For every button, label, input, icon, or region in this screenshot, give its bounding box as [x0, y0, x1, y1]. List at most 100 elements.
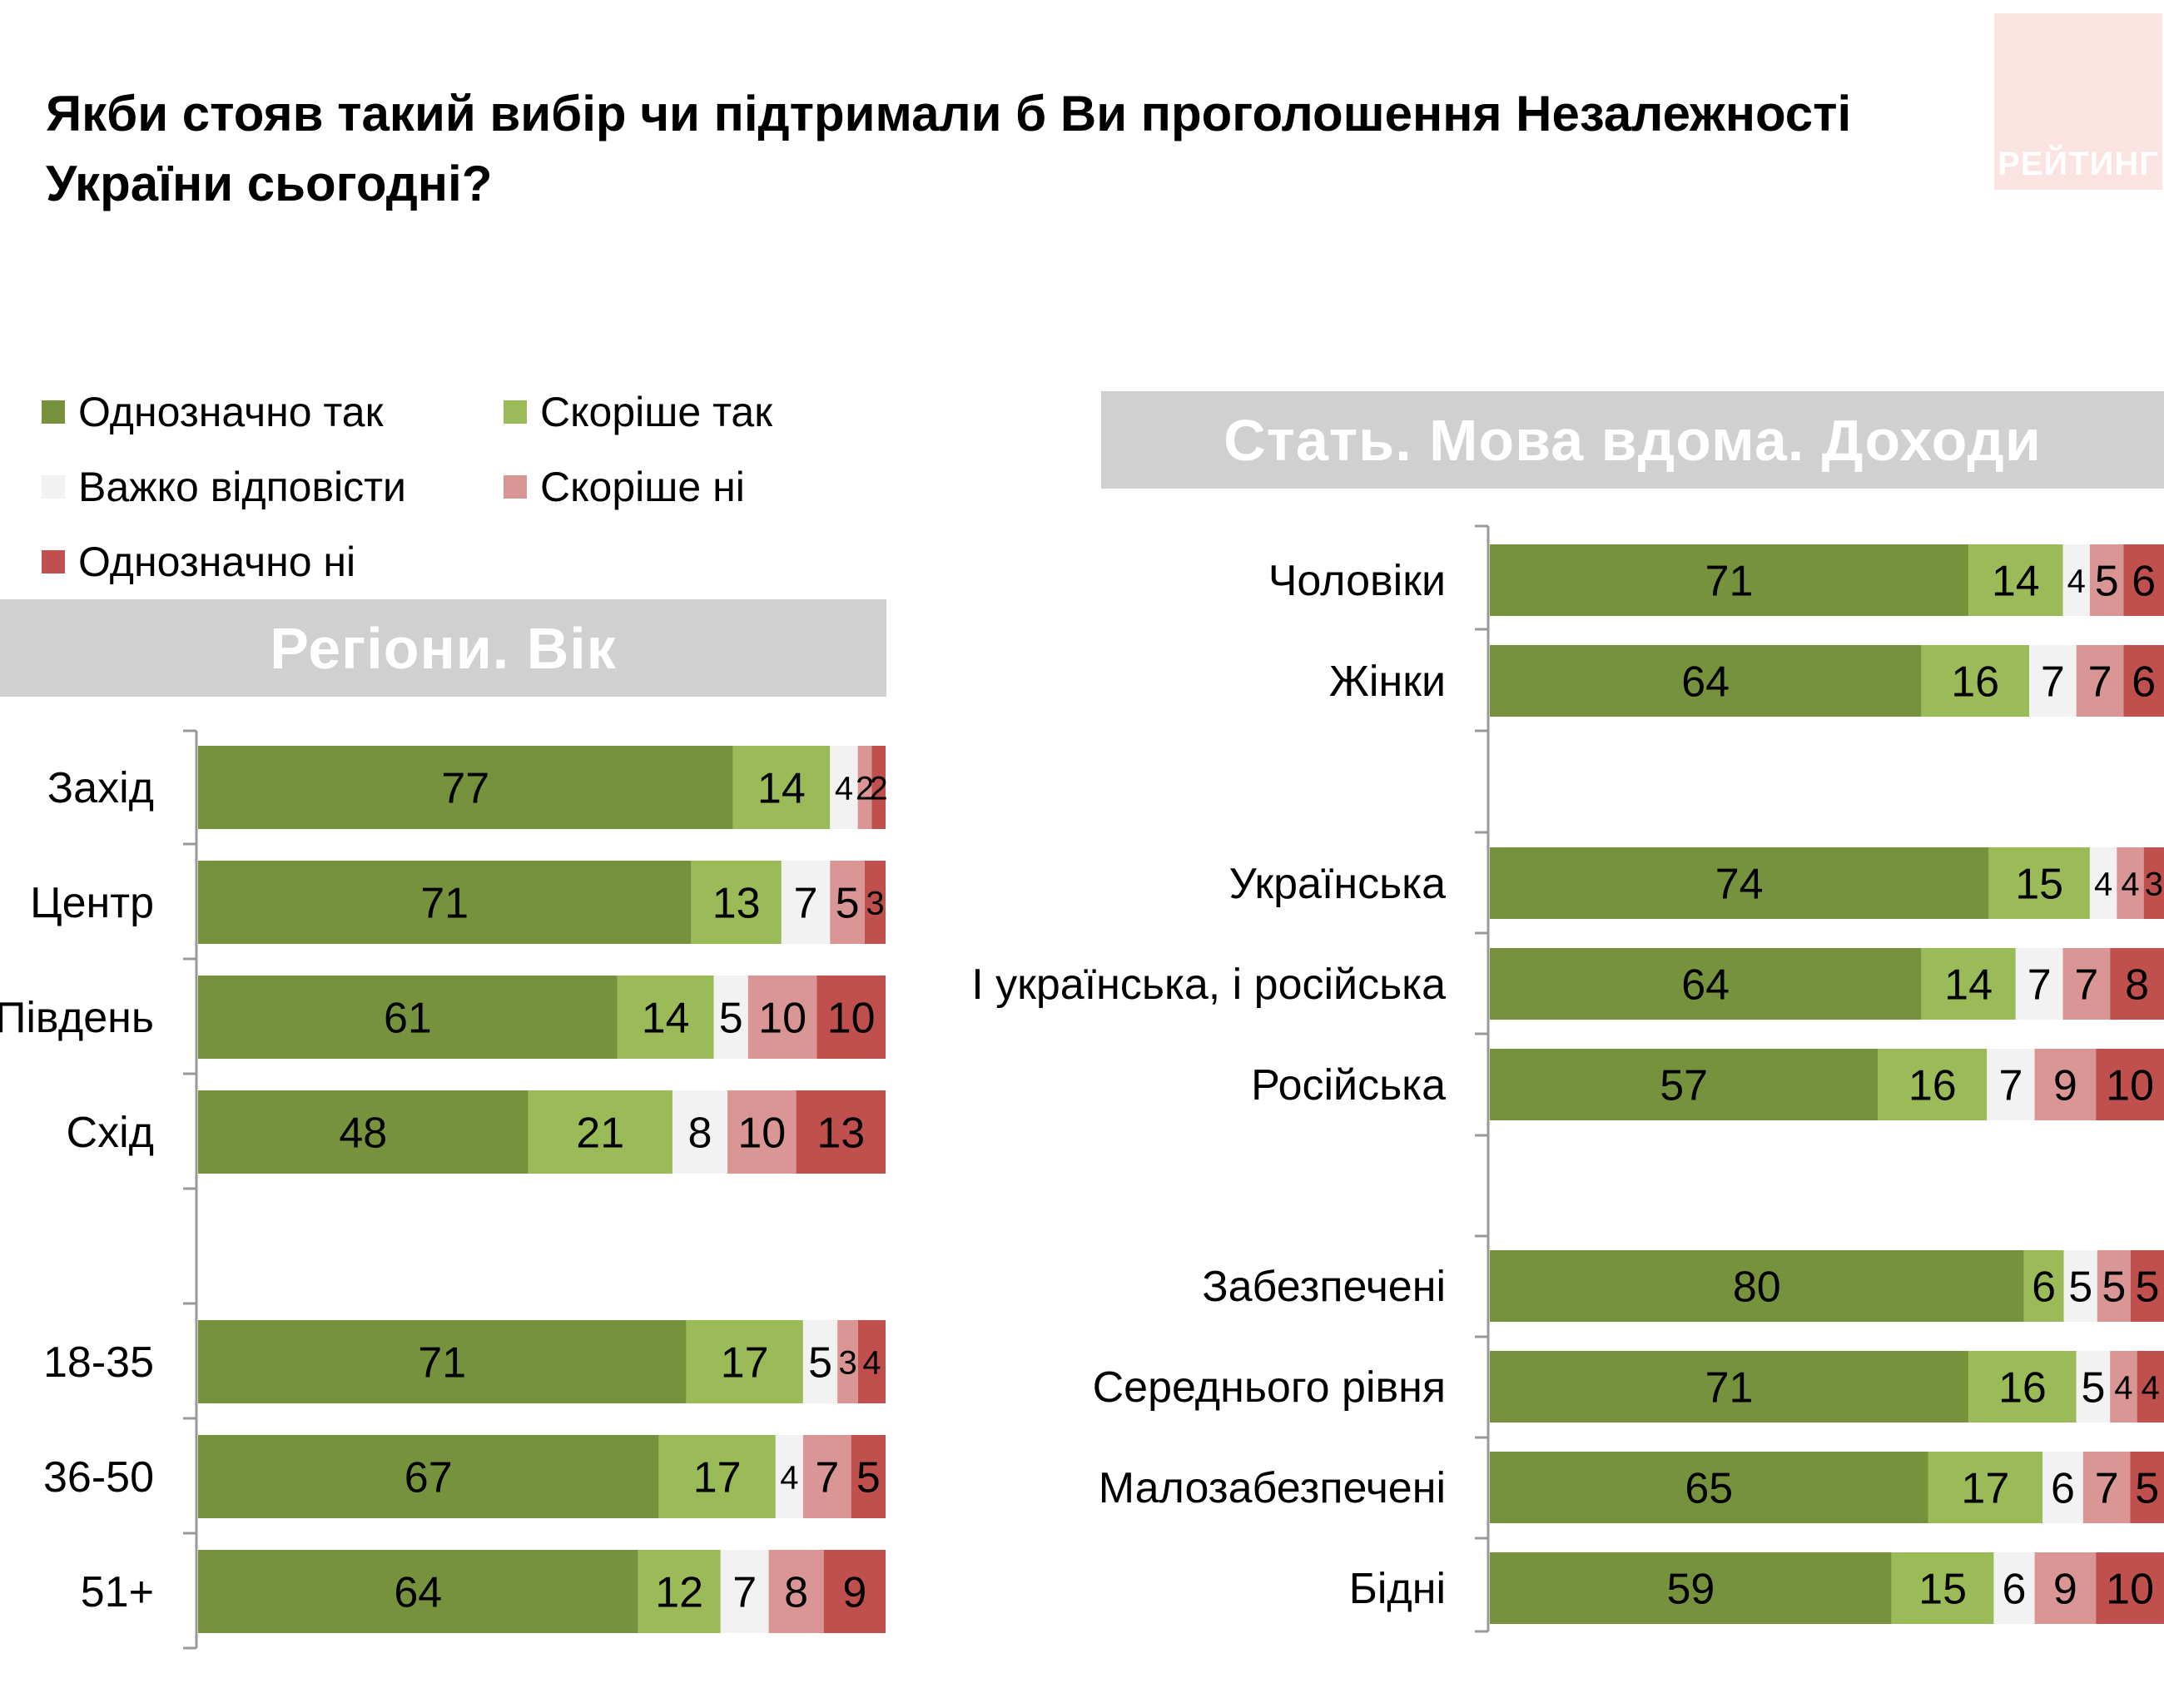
data-label: 7 — [2095, 1465, 2119, 1513]
bar-segment — [2089, 847, 2117, 919]
bar-segment — [1968, 544, 2063, 616]
data-label: 61 — [384, 995, 432, 1043]
data-label: 57 — [1660, 1062, 1708, 1110]
data-label: 4 — [2094, 866, 2112, 902]
data-label: 5 — [2081, 1364, 2105, 1413]
bar-segment — [638, 1550, 721, 1633]
bar-segment — [2023, 1250, 2064, 1322]
data-label: 6 — [2132, 558, 2156, 606]
data-label: 2 — [856, 770, 874, 807]
category-label: Російська — [1251, 1061, 1446, 1110]
data-label: 16 — [1951, 658, 1999, 707]
bar-segment — [2130, 1452, 2164, 1523]
category-label: Жінки — [1329, 658, 1446, 706]
data-label: 64 — [1681, 961, 1730, 1010]
bar-segment — [198, 1435, 659, 1518]
bar-segment — [2015, 948, 2063, 1020]
legend-swatch — [42, 400, 65, 424]
bar-segment — [768, 1550, 824, 1633]
category-label: Бідні — [1349, 1565, 1446, 1613]
category-label: Захід — [47, 764, 154, 812]
bar-segment — [830, 746, 858, 829]
data-label: 9 — [2053, 1566, 2077, 1614]
data-label: 74 — [1715, 861, 1764, 909]
legend-swatch — [504, 475, 527, 499]
data-label: 14 — [1944, 961, 1993, 1010]
bar-segment — [2089, 544, 2124, 616]
bar-segment — [1891, 1552, 1994, 1624]
data-label: 17 — [1961, 1465, 2009, 1513]
legend-swatch — [504, 400, 527, 424]
bar-segment — [1993, 1552, 2035, 1624]
logo-text: РЕЙТИНГ — [1998, 146, 2159, 182]
data-label: 5 — [2095, 558, 2119, 606]
data-label: 71 — [418, 1339, 466, 1388]
data-label: 5 — [2102, 1264, 2126, 1312]
data-label: 7 — [815, 1454, 839, 1502]
bar-segment — [720, 1550, 769, 1633]
category-label: І українська, і російська — [971, 961, 1446, 1009]
legend-label: Однозначно ні — [78, 539, 356, 585]
data-label: 71 — [420, 880, 469, 928]
category-label: Центр — [30, 879, 154, 927]
data-label: 6 — [2132, 658, 2156, 707]
bar-segment — [864, 861, 886, 944]
data-label: 21 — [576, 1110, 624, 1158]
bar-segment — [2117, 847, 2144, 919]
bar-segment — [1988, 847, 2090, 919]
legend-item: Важко відповісти — [42, 462, 406, 512]
category-label: 51+ — [81, 1568, 154, 1616]
bar-segment — [837, 1320, 858, 1403]
data-label: 7 — [2074, 961, 2098, 1010]
title-line-1: Якби стояв такий вибір чи підтримали б В… — [46, 86, 1852, 142]
bar-segment — [1921, 645, 2029, 717]
data-label: 64 — [394, 1569, 442, 1617]
bar-segment — [2123, 544, 2164, 616]
data-label: 7 — [794, 880, 818, 928]
data-label: 10 — [2106, 1062, 2154, 1110]
data-label: 5 — [719, 995, 743, 1043]
category-label: Чоловіки — [1268, 557, 1446, 605]
bar-segment — [198, 976, 618, 1059]
category-label: Схід — [67, 1109, 154, 1157]
bar-segment — [198, 746, 733, 829]
data-label: 71 — [1705, 558, 1754, 606]
bar-segment — [2110, 948, 2164, 1020]
data-label: 15 — [1918, 1566, 1967, 1614]
bar-segment — [2076, 645, 2124, 717]
data-label: 6 — [2051, 1465, 2075, 1513]
data-label: 4 — [2121, 866, 2139, 902]
legend-label: Скоріше ні — [540, 464, 745, 510]
data-label: 15 — [2015, 861, 2063, 909]
bar-segment — [2062, 544, 2090, 616]
bar-segment — [1878, 1049, 1988, 1120]
data-label: 17 — [721, 1339, 769, 1388]
bar-segment — [816, 976, 886, 1059]
data-label: 14 — [1992, 558, 2040, 606]
bar-segment — [2096, 1552, 2164, 1624]
legend-item: Скоріше так — [504, 387, 772, 437]
bar-segment — [1490, 847, 1989, 919]
data-label: 8 — [688, 1110, 712, 1158]
data-label: 5 — [856, 1454, 881, 1502]
category-label: Південь — [0, 994, 154, 1042]
data-label: 4 — [862, 1344, 881, 1381]
title-line-2: України сьогодні? — [46, 156, 493, 211]
data-label: 80 — [1733, 1264, 1781, 1312]
data-label: 48 — [339, 1110, 387, 1158]
bar-segment — [802, 1435, 851, 1518]
bar-segment — [823, 1550, 886, 1633]
rating-logo: РЕЙТИНГ — [1994, 13, 2162, 190]
bar-segment — [1490, 544, 1969, 616]
data-label: 4 — [780, 1459, 798, 1496]
bar-segment — [857, 1320, 886, 1403]
section-title-right: Стать. Мова вдома. Доходи — [1223, 407, 2042, 473]
bar-segment — [2062, 948, 2111, 1020]
data-label: 59 — [1666, 1566, 1715, 1614]
category-label: Забезпечені — [1202, 1263, 1446, 1311]
data-label: 3 — [838, 1344, 856, 1381]
bar-segment — [1490, 948, 1922, 1020]
bar-segment — [658, 1435, 776, 1518]
bar-segment — [796, 1090, 886, 1174]
data-label: 4 — [2142, 1369, 2160, 1406]
